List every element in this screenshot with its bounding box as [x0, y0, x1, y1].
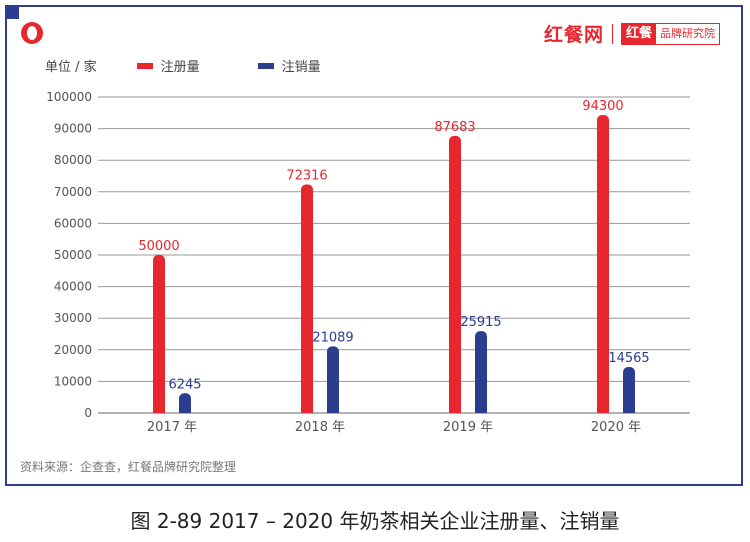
legend-swatch-cancel	[257, 62, 274, 69]
brand-name: 红餐网	[543, 24, 604, 46]
legend-item-register: 注册量	[136, 56, 200, 75]
x-tick-label: 2018 年	[295, 420, 345, 435]
x-tick-label: 2020 年	[591, 420, 641, 435]
bar-base-cancel	[327, 407, 339, 413]
legend-label-cancel: 注销量	[281, 60, 321, 75]
brand-header: 红餐网 红餐 品牌研究院	[544, 20, 720, 47]
bar-base-register	[449, 407, 461, 413]
chart-frame	[5, 5, 743, 486]
bar-chart: 0 10000 20000 30000 40000 50000 60000 70000 8000…	[46, 90, 690, 435]
y-tick-label: 10000	[54, 374, 92, 388]
data-label-cancel: 14565	[608, 351, 649, 366]
legend-item-cancel: 注销量	[257, 56, 321, 75]
data-label-cancel: 6245	[168, 377, 201, 392]
y-tick-label: 20000	[54, 343, 92, 357]
bar-cancel	[475, 331, 487, 413]
y-tick-label: 90000	[54, 122, 92, 136]
brand-badge-label: 红餐	[621, 23, 656, 44]
legend-swatch-register	[136, 62, 153, 69]
data-label-register: 72316	[286, 168, 327, 183]
bar-base-cancel	[179, 407, 191, 413]
logo-icon	[21, 22, 43, 44]
y-tick-label: 70000	[54, 185, 92, 199]
brand-badge-subtitle: 品牌研究院	[660, 26, 715, 40]
y-tick-label: 0	[84, 406, 92, 420]
y-tick-label: 80000	[54, 153, 92, 167]
bar-base-register	[153, 407, 165, 413]
y-tick-label: 30000	[54, 311, 92, 325]
y-tick-label: 40000	[54, 280, 92, 294]
brand-divider	[611, 23, 613, 44]
legend-label-register: 注册量	[160, 60, 200, 75]
unit-label: 单位 / 家	[45, 60, 97, 75]
y-tick-label: 60000	[54, 216, 92, 230]
bar-cancel	[623, 366, 635, 413]
y-tick-label: 100000	[46, 90, 92, 104]
data-label-register: 94300	[582, 99, 623, 114]
source-note: 资料来源：企查查，红餐品牌研究院整理	[20, 460, 237, 474]
bar-cancel	[327, 346, 339, 413]
corner-decoration	[5, 5, 19, 19]
bar-register	[597, 115, 609, 414]
bar-base-cancel	[475, 407, 487, 413]
y-tick-label: 50000	[54, 248, 92, 262]
bar-base-register	[597, 407, 609, 413]
figure-caption: 图 2-89 2017 – 2020 年奶茶相关企业注册量、注销量	[130, 509, 620, 533]
data-label-cancel: 21089	[312, 330, 353, 345]
data-label-register: 87683	[434, 120, 475, 135]
chart-legend: 单位 / 家 注册量 注销量	[45, 56, 379, 75]
bar-base-cancel	[623, 407, 635, 413]
data-label-register: 50000	[138, 239, 179, 254]
bar-register	[301, 184, 313, 413]
bar-register	[449, 135, 461, 413]
bar-register	[153, 255, 165, 413]
brand-badge: 红餐 品牌研究院	[620, 22, 720, 45]
bar-base-register	[301, 407, 313, 413]
x-tick-label: 2019 年	[443, 420, 493, 435]
data-label-cancel: 25915	[460, 315, 501, 330]
x-tick-label: 2017 年	[147, 420, 197, 435]
